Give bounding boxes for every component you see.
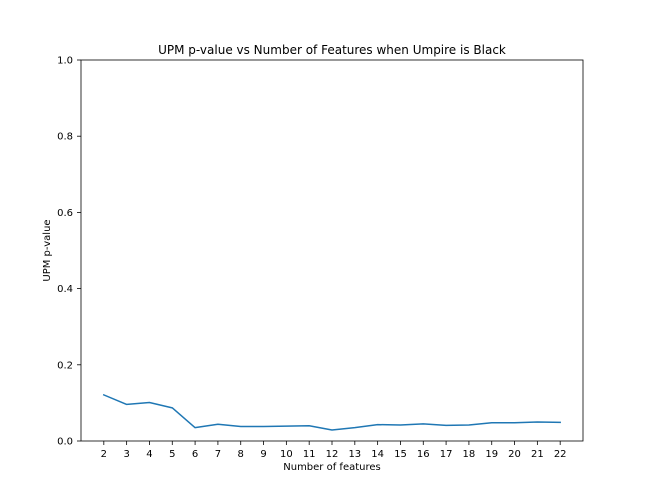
x-tick-label: 4: [146, 449, 152, 460]
x-tick-label: 10: [280, 449, 293, 460]
x-tick-label: 2: [101, 449, 107, 460]
x-tick-label: 5: [169, 449, 175, 460]
y-tick-label: 0.8: [57, 132, 73, 143]
plot-frame: [80, 59, 584, 442]
x-tick-label: 17: [440, 449, 453, 460]
x-tick-label: 15: [394, 449, 407, 460]
y-tick-label: 0.0: [57, 437, 73, 448]
y-tick-label: 1.0: [57, 56, 73, 67]
y-tick-label: 0.4: [57, 284, 73, 295]
x-tick-label: 7: [215, 449, 221, 460]
x-tick-label: 11: [303, 449, 316, 460]
y-tick-label: 0.2: [57, 360, 73, 371]
x-tick-label: 3: [123, 449, 129, 460]
x-tick-label: 6: [192, 449, 198, 460]
y-tick-label: 0.6: [57, 208, 73, 219]
x-tick-label: 22: [554, 449, 567, 460]
series-line-0: [102, 393, 561, 431]
x-axis-label: Number of features: [283, 462, 380, 473]
x-tick-label: 14: [371, 449, 384, 460]
x-tick-label: 13: [348, 449, 361, 460]
x-tick-label: 12: [326, 449, 339, 460]
x-tick-label: 21: [531, 449, 544, 460]
y-axis-label: UPM p-value: [42, 219, 53, 281]
x-tick-label: 9: [260, 449, 266, 460]
x-tick-label: 8: [238, 449, 244, 460]
plot-area: 2 3 4 5 6 7 8 9 10 11 12 13 14 15 16 17 18 19 20 21 22 0.0 0.2…: [57, 56, 584, 460]
x-tick-label: 18: [463, 449, 476, 460]
x-tick-label: 19: [485, 449, 498, 460]
chart-title: UPM p-value vs Number of Features when U…: [158, 43, 506, 57]
x-tick-label: 16: [417, 449, 430, 460]
x-tick-label: 20: [508, 449, 521, 460]
